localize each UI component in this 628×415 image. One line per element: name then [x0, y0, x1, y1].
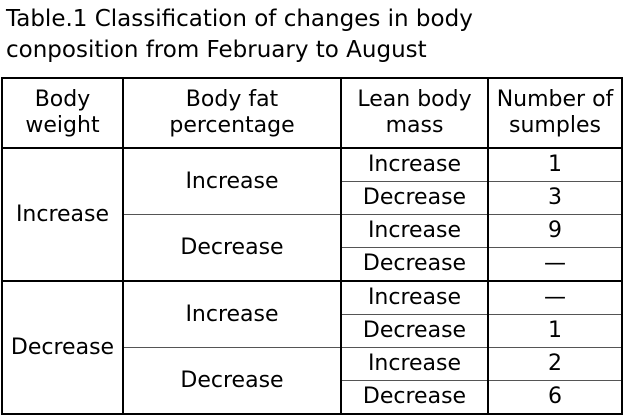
- body-fat-cell: Increase: [122, 281, 341, 348]
- body-weight-cell: Increase: [1, 148, 123, 282]
- lean-mass-cell: Increase: [340, 148, 488, 182]
- body-fat-cell: Decrease: [122, 347, 341, 415]
- body-weight-cell: Decrease: [1, 281, 123, 415]
- lean-mass-cell: Decrease: [340, 314, 488, 348]
- count-cell: 6: [487, 380, 623, 415]
- classification-table: Body weight Body fat percentage Lean bod…: [1, 77, 623, 415]
- count-cell: 3: [487, 181, 623, 215]
- body-fat-cell: Increase: [122, 148, 341, 215]
- header-body-fat: Body fat percentage: [122, 77, 341, 149]
- body-fat-cell: Decrease: [122, 214, 341, 282]
- count-cell: —: [487, 247, 623, 282]
- header-number: Number of sumples: [487, 77, 623, 149]
- count-cell: 1: [487, 314, 623, 348]
- lean-mass-cell: Decrease: [340, 181, 488, 215]
- count-cell: 1: [487, 148, 623, 182]
- lean-mass-cell: Increase: [340, 214, 488, 248]
- header-lean-mass: Lean body mass: [340, 77, 488, 149]
- lean-mass-cell: Decrease: [340, 380, 488, 415]
- count-cell: 9: [487, 214, 623, 248]
- lean-mass-cell: Increase: [340, 347, 488, 381]
- table-caption: Table.1 Classification of changes in bod…: [6, 6, 473, 63]
- lean-mass-cell: Decrease: [340, 247, 488, 282]
- count-cell: —: [487, 281, 623, 315]
- header-body-weight: Body weight: [1, 77, 123, 149]
- lean-mass-cell: Increase: [340, 281, 488, 315]
- count-cell: 2: [487, 347, 623, 381]
